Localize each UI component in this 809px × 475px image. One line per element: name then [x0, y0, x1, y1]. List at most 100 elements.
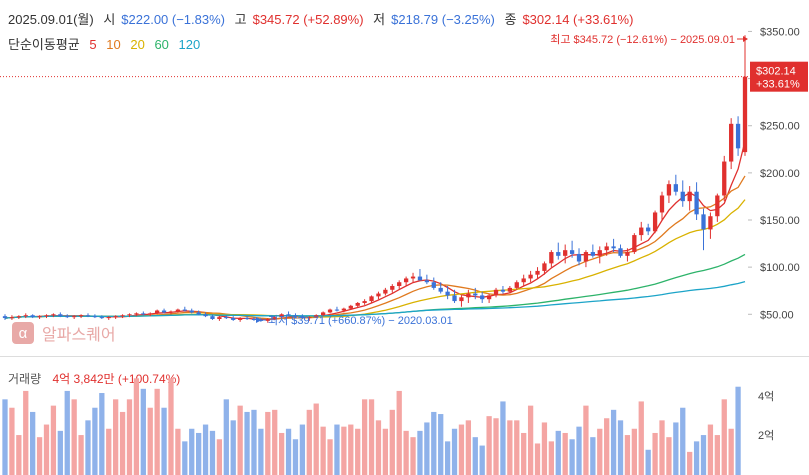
candle-body — [120, 315, 125, 317]
ma-5-label[interactable]: 5 — [89, 37, 97, 52]
volume-bar — [306, 409, 312, 475]
candle-body — [265, 319, 270, 321]
high-value: $345.72 (+52.89%) — [252, 12, 364, 27]
volume-bar — [189, 428, 195, 475]
ma-120-label[interactable]: 120 — [178, 37, 201, 52]
volume-bar — [320, 426, 326, 475]
candle-body — [542, 263, 547, 271]
volume-axis-label-4: 4억 — [758, 390, 774, 403]
volume-bar — [106, 428, 112, 475]
candle-body — [85, 315, 91, 317]
volume-bar — [604, 418, 610, 475]
volume-bar — [223, 399, 229, 475]
volume-bar — [313, 403, 319, 475]
volume-bar — [278, 432, 285, 475]
candle-body — [217, 317, 222, 319]
volume-bar — [569, 439, 575, 475]
volume-bar — [417, 430, 423, 475]
volume-bar — [714, 435, 720, 475]
close-value: $302.14 (+33.61%) — [522, 12, 634, 27]
candle-body — [300, 316, 305, 319]
volume-bar — [43, 424, 50, 475]
ma-10-label[interactable]: 10 — [106, 37, 121, 52]
watermark-logo-icon — [12, 322, 34, 344]
volume-bar — [673, 422, 679, 475]
candle-body — [694, 191, 699, 215]
candle-body — [715, 195, 720, 217]
volume-bar — [251, 409, 257, 475]
min-price-annotation: 최저 $39.71 (+660.87%) − 2020.03.01 — [268, 314, 453, 327]
volume-bar — [341, 426, 347, 475]
volume-bar — [645, 449, 651, 475]
volume-bar — [209, 430, 216, 475]
candle-body — [646, 227, 651, 232]
volume-bar — [119, 411, 126, 475]
candle-body — [161, 310, 167, 313]
candle-body — [65, 316, 70, 318]
volume-bar — [285, 428, 292, 475]
volume-bar — [216, 439, 223, 475]
candle-body — [403, 278, 409, 283]
candle-body — [576, 253, 582, 262]
y-tick-label: $150.00 — [760, 215, 800, 227]
candle-body — [175, 309, 181, 312]
candle-body — [708, 216, 713, 230]
y-tick-label: $50.00 — [760, 309, 794, 321]
last-change-text: +33.61% — [756, 79, 800, 91]
volume-bar — [465, 420, 472, 475]
candle-body — [237, 318, 243, 320]
volume-bar — [85, 420, 91, 475]
candle-body — [459, 297, 464, 302]
volume-bar — [486, 416, 492, 475]
candle-body — [500, 289, 506, 292]
candle-body — [355, 302, 360, 306]
volume-bar — [555, 430, 561, 475]
candle-body — [203, 314, 208, 317]
max-arrow-head — [743, 36, 748, 42]
volume-bar — [472, 437, 478, 475]
candle-body — [155, 310, 160, 314]
candle-body — [680, 191, 685, 202]
candle-body — [72, 316, 77, 318]
volume-bar — [175, 428, 181, 475]
y-tick-label: $350.00 — [760, 26, 800, 38]
candle-body — [729, 123, 734, 162]
candle-body — [611, 246, 616, 249]
volume-bar — [16, 435, 22, 475]
candle-body — [639, 227, 644, 236]
ma-5-line — [4, 141, 746, 321]
y-tick-label: $200.00 — [760, 168, 800, 180]
watermark-logo-glyph: α — [19, 325, 28, 342]
volume-bar — [140, 388, 146, 475]
volume-bar — [403, 430, 409, 475]
candle-body — [58, 314, 63, 317]
ma-60-label[interactable]: 60 — [154, 37, 169, 52]
candle-body — [113, 316, 118, 318]
volume-bar — [680, 407, 686, 475]
moving-average-legend[interactable]: 단순이동평균 5 10 20 60 120 — [8, 34, 206, 53]
volume-bar — [113, 399, 119, 475]
volume-bar — [355, 428, 361, 475]
volume-bar — [721, 399, 727, 475]
candle-body — [417, 276, 423, 281]
volume-bar — [299, 424, 306, 475]
volume-bar — [438, 414, 444, 475]
volume-bar — [57, 430, 63, 475]
candle-body — [521, 278, 526, 283]
candle-body — [632, 235, 637, 253]
candle-body — [37, 316, 42, 318]
volume-bar — [590, 437, 596, 475]
min-arrow-head — [256, 317, 262, 323]
candle-body — [9, 317, 15, 319]
candle-body — [493, 289, 499, 296]
volume-bar — [444, 441, 451, 475]
candle-body — [286, 314, 291, 316]
candle-body — [438, 287, 443, 292]
ma-20-label[interactable]: 20 — [130, 37, 145, 52]
volume-bar — [410, 437, 416, 475]
candle-body — [210, 316, 215, 319]
candle-body — [2, 316, 8, 319]
volume-bar — [99, 393, 105, 475]
